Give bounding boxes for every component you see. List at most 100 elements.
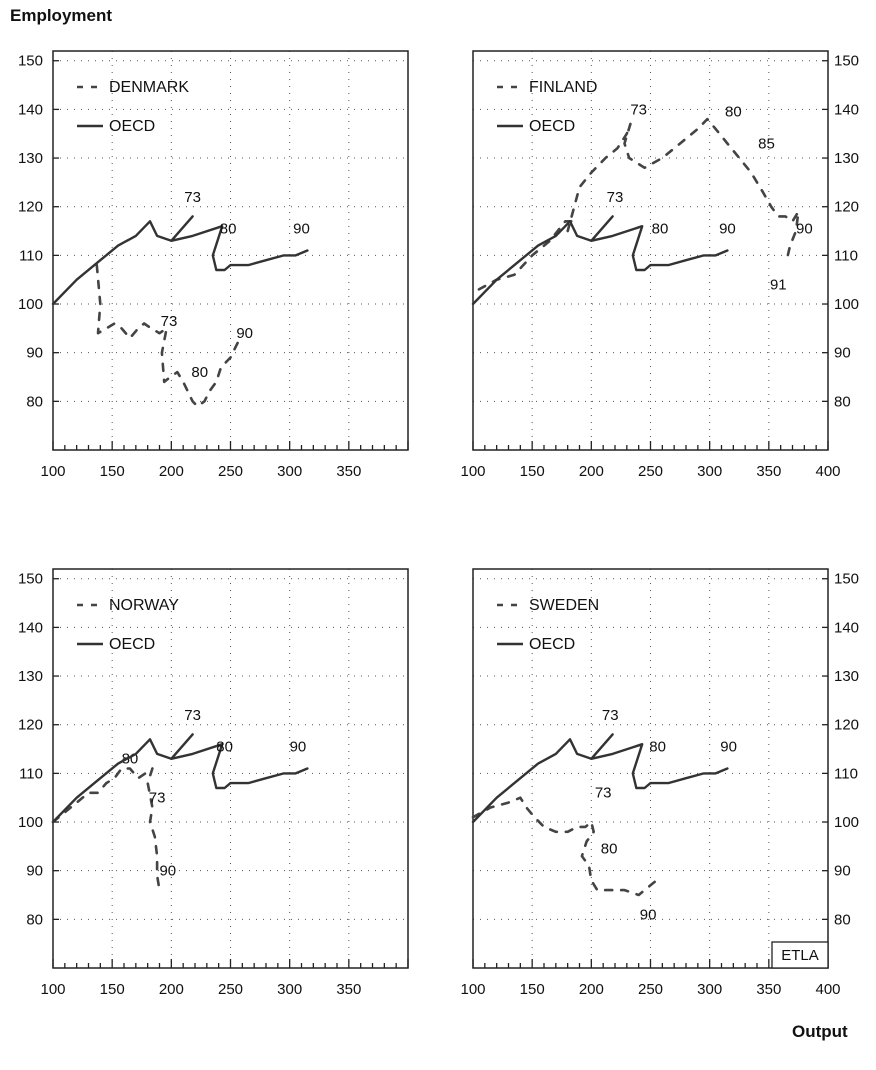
year-label: 73 xyxy=(184,189,201,206)
x-tick-label: 300 xyxy=(277,463,302,480)
year-label: 80 xyxy=(649,738,666,755)
x-tick-label: 200 xyxy=(159,981,184,998)
y-tick-label: 150 xyxy=(18,53,43,70)
panel-denmark: 100 150 200 250 300 350 150 140 130 120 110 100 90 80… xyxy=(18,50,409,480)
x-tick-label: 350 xyxy=(756,981,781,998)
y-tick-label: 120 xyxy=(834,199,859,216)
y-tick-label: 120 xyxy=(18,717,43,734)
y-tick-label: 100 xyxy=(834,814,859,831)
year-label: 80 xyxy=(725,104,742,121)
y-tick-label: 130 xyxy=(18,668,43,685)
y-tick-label: 140 xyxy=(18,619,43,636)
x-tick-label: 300 xyxy=(697,463,722,480)
series-line-oecd xyxy=(51,215,309,306)
x-tick-label: 400 xyxy=(815,463,840,480)
y-tick-label: 110 xyxy=(19,765,43,782)
year-label: 90 xyxy=(720,738,737,755)
y-tick-label: 100 xyxy=(834,296,859,313)
year-label: 73 xyxy=(607,189,624,206)
x-axis-title: Output xyxy=(792,1022,848,1041)
year-label: 73 xyxy=(630,101,647,118)
x-tick-label: 150 xyxy=(520,463,545,480)
legend-label: SWEDEN xyxy=(529,597,599,614)
legend-label: OECD xyxy=(109,636,155,653)
y-tick-label: 140 xyxy=(834,101,859,118)
plot-frame xyxy=(52,568,409,969)
year-label: 80 xyxy=(191,364,208,381)
x-tick-label: 350 xyxy=(756,463,781,480)
y-tick-label: 110 xyxy=(834,765,858,782)
x-tick-label: 150 xyxy=(520,981,545,998)
series-line-finland xyxy=(477,117,800,291)
watermark-text: ETLA xyxy=(781,947,819,964)
y-tick-label: 140 xyxy=(18,101,43,118)
x-tick-label: 300 xyxy=(277,981,302,998)
y-tick-label: 80 xyxy=(834,911,851,928)
legend-label: FINLAND xyxy=(529,79,597,96)
year-label: 90 xyxy=(640,906,657,923)
panel-norway: 100 150 200 250 300 350 150 140 130 120 110 100 90 80… xyxy=(18,568,409,998)
watermark-box xyxy=(771,941,829,969)
year-label: 73 xyxy=(602,707,619,724)
x-tick-label: 100 xyxy=(40,981,65,998)
x-tick-label: 100 xyxy=(460,463,485,480)
series-line-oecd xyxy=(471,215,729,306)
y-tick-label: 150 xyxy=(834,53,859,70)
year-label: 90 xyxy=(293,220,310,237)
y-axis-title: Employment xyxy=(10,6,113,25)
y-tick-label: 90 xyxy=(834,863,851,880)
y-tick-label: 130 xyxy=(18,150,43,167)
x-tick-label: 250 xyxy=(218,463,243,480)
y-tick-label: 150 xyxy=(834,571,859,588)
x-tick-label: 200 xyxy=(579,981,604,998)
plot-frame xyxy=(52,50,409,451)
panel-finland: 100 150 200 250 300 350 400 150 140 130 120 110 100 9… xyxy=(460,50,859,480)
x-tick-label: 250 xyxy=(638,981,663,998)
y-tick-label: 80 xyxy=(834,393,851,410)
legend-label: OECD xyxy=(529,636,575,653)
y-tick-label: 80 xyxy=(26,911,43,928)
y-tick-label: 90 xyxy=(26,863,43,880)
series-line-norway xyxy=(51,767,161,892)
year-label: 90 xyxy=(290,738,307,755)
y-tick-label: 90 xyxy=(26,345,43,362)
year-label: 85 xyxy=(758,135,775,152)
year-label: 73 xyxy=(595,785,612,802)
x-tick-label: 400 xyxy=(815,981,840,998)
y-tick-label: 140 xyxy=(834,619,859,636)
series-line-denmark xyxy=(95,263,242,408)
x-tick-label: 200 xyxy=(159,463,184,480)
x-tick-label: 200 xyxy=(579,463,604,480)
panel-sweden: 100 150 200 250 300 350 400 150 140 130 120 110 100 9… xyxy=(460,568,859,998)
year-label: 90 xyxy=(236,325,253,342)
x-tick-label: 100 xyxy=(40,463,65,480)
series-line-sweden xyxy=(471,796,658,897)
year-label: 90 xyxy=(796,220,813,237)
year-label: 73 xyxy=(184,707,201,724)
y-tick-label: 110 xyxy=(834,247,858,264)
y-tick-label: 100 xyxy=(18,296,43,313)
y-tick-label: 80 xyxy=(26,393,43,410)
year-label: 73 xyxy=(149,790,166,807)
legend-label: OECD xyxy=(529,118,575,135)
plot-frame xyxy=(472,50,829,451)
legend-label: OECD xyxy=(109,118,155,135)
y-tick-label: 150 xyxy=(18,571,43,588)
x-tick-label: 250 xyxy=(218,981,243,998)
y-tick-label: 100 xyxy=(18,814,43,831)
y-tick-label: 90 xyxy=(834,345,851,362)
y-tick-label: 130 xyxy=(834,668,859,685)
x-tick-label: 100 xyxy=(460,981,485,998)
year-label: 90 xyxy=(719,220,736,237)
y-tick-label: 120 xyxy=(18,199,43,216)
y-tick-label: 130 xyxy=(834,150,859,167)
year-label: 91 xyxy=(770,276,787,293)
x-tick-label: 150 xyxy=(100,981,125,998)
x-tick-label: 250 xyxy=(638,463,663,480)
year-label: 73 xyxy=(161,313,178,330)
x-tick-label: 300 xyxy=(697,981,722,998)
year-label: 80 xyxy=(652,220,669,237)
legend-label: DENMARK xyxy=(109,79,189,96)
year-label: 80 xyxy=(220,220,237,237)
